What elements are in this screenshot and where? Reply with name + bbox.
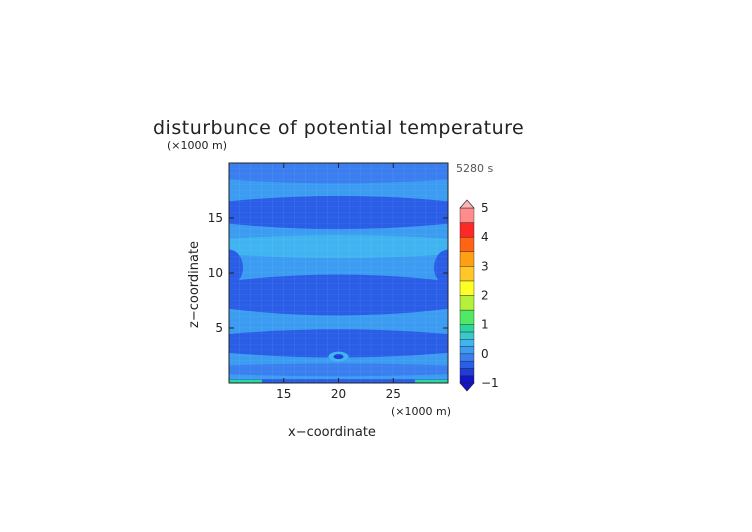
y-axis-ticks: 5 10 15 [208,211,448,335]
x-tick-label: 15 [276,387,291,401]
colorbar-segment-10 [459,280,475,296]
y-tick-label: 15 [208,211,223,225]
x-tick-label: 20 [331,387,346,401]
colorbar-tick-label: 5 [481,201,489,215]
colorbar-segment-12 [459,251,475,267]
colorbar-segment-9 [459,295,475,311]
chart-title: disturbunce of potential temperature [153,117,524,139]
colorbar-tick-label: 4 [481,230,489,244]
y-tick-label: 10 [208,266,223,280]
colorbar-segment-13 [459,236,475,252]
y-axis-label: z−coordinate [187,241,202,328]
colorbar-segment-15 [459,207,475,223]
colorbar-segment-8 [459,309,475,325]
x-axis-label: x−coordinate [288,425,376,440]
colorbar-under-arrow [459,382,475,392]
y-unit-label: (×1000 m) [167,139,227,152]
colorbar-segment-2 [459,360,475,369]
colorbar-segment-6 [459,331,475,340]
colorbar-tick-label: 0 [481,347,489,361]
colorbar-tick-label: −1 [481,376,499,390]
colorbar: −1 0 1 2 3 4 5 [459,199,499,392]
x-tick-label: 25 [386,387,401,401]
colorbar-tick-label: 1 [481,318,489,332]
time-label: 5280 s [456,162,493,175]
plot-grid [229,163,448,383]
colorbar-segment-3 [459,353,475,362]
colorbar-segment-5 [459,339,475,347]
y-tick-label: 5 [215,321,223,335]
colorbar-segment-0 [459,375,475,384]
colorbar-segment-7 [459,324,475,333]
x-unit-label: (×1000 m) [391,405,451,418]
colorbar-segment-14 [459,222,475,238]
colorbar-tick-label: 2 [481,289,489,303]
colorbar-segment-11 [459,266,475,282]
colorbar-tick-label: 3 [481,259,489,273]
colorbar-segment-1 [459,368,475,376]
colorbar-over-arrow [459,199,475,209]
colorbar-segment-4 [459,346,475,355]
x-axis-ticks: 15 20 25 [276,163,401,401]
